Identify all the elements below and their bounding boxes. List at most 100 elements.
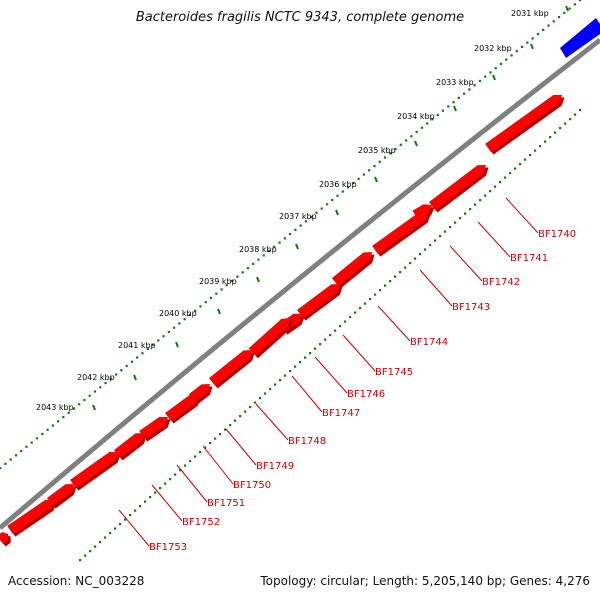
inner-ring-dot bbox=[474, 203, 477, 206]
outer-ring-dot bbox=[225, 284, 228, 287]
inner-ring-dot bbox=[134, 509, 137, 512]
outer-ring-dot bbox=[468, 88, 471, 91]
inner-ring-dot bbox=[99, 541, 102, 544]
outer-ring-dot bbox=[352, 181, 355, 185]
inner-ring-dot bbox=[269, 388, 272, 391]
outer-ring-dot bbox=[526, 41, 529, 44]
gene-arrow bbox=[429, 165, 486, 210]
inner-ring-dot bbox=[149, 496, 152, 499]
inner-ring-dot bbox=[94, 545, 97, 548]
inner-ring-dot bbox=[539, 145, 542, 148]
kbp-tick-mark bbox=[295, 243, 299, 250]
inner-ring-dot bbox=[224, 428, 227, 431]
outer-ring-dot bbox=[246, 267, 250, 270]
inner-ring-dot bbox=[344, 320, 347, 323]
inner-ring-dot bbox=[164, 482, 167, 485]
outer-ring-dot bbox=[315, 211, 318, 214]
outer-ring-dot bbox=[573, 3, 576, 6]
gene-leader-line bbox=[505, 197, 539, 234]
blue-feature bbox=[560, 18, 600, 58]
inner-ring-dot bbox=[189, 460, 192, 463]
kbp-tick-mark bbox=[92, 404, 96, 411]
outer-ring-dot bbox=[499, 62, 503, 66]
outer-ring-dot bbox=[67, 411, 70, 414]
inner-ring-dot bbox=[239, 415, 242, 418]
outer-ring-dot bbox=[88, 394, 91, 397]
inner-ring-dot bbox=[274, 383, 277, 386]
inner-ring-dot bbox=[114, 527, 117, 530]
gene-arrow bbox=[372, 212, 428, 255]
gene-label: BF1753 bbox=[149, 542, 187, 553]
outer-dotted-ring bbox=[0, 0, 582, 470]
outer-ring-dot bbox=[209, 296, 213, 300]
inner-ring-dot bbox=[324, 338, 327, 341]
inner-ring-dot bbox=[214, 437, 217, 440]
outer-ring-dot bbox=[283, 237, 286, 240]
kbp-tick-label: 2037 kbp bbox=[279, 212, 317, 221]
outer-ring-dot bbox=[51, 424, 54, 427]
inner-ring-dot bbox=[479, 199, 482, 202]
gene-leader-line bbox=[118, 509, 150, 547]
outer-ring-dot bbox=[99, 386, 102, 389]
gene-leader-line bbox=[255, 403, 289, 441]
inner-ring-dot bbox=[414, 257, 417, 260]
outer-ring-dot bbox=[167, 330, 170, 334]
inner-ring-dot bbox=[379, 289, 382, 292]
inner-ring-dot bbox=[399, 271, 402, 274]
inner-ring-dot bbox=[129, 514, 132, 517]
outer-ring-dot bbox=[62, 415, 65, 419]
outer-ring-dot bbox=[521, 45, 524, 48]
outer-ring-dot bbox=[478, 79, 482, 83]
outer-ring-dot bbox=[420, 126, 424, 129]
outer-ring-dot bbox=[83, 398, 86, 402]
inner-ring-dot bbox=[314, 347, 317, 350]
inner-ring-dot bbox=[519, 163, 522, 166]
gene-leader-line bbox=[477, 221, 511, 258]
inner-ring-dot bbox=[89, 550, 92, 553]
gene-arrow bbox=[139, 416, 168, 440]
outer-ring-dot bbox=[130, 360, 134, 363]
outer-ring-dot bbox=[299, 224, 302, 227]
outer-ring-dot bbox=[41, 432, 44, 436]
inner-ring-dot bbox=[554, 131, 557, 134]
kbp-tick-label: 2031 kbp bbox=[511, 9, 549, 18]
gene-arrow bbox=[113, 433, 144, 458]
inner-ring-dot bbox=[504, 176, 507, 179]
gene-leader-line bbox=[151, 484, 183, 522]
kbp-tick-mark bbox=[530, 43, 534, 50]
inner-ring-dot bbox=[489, 190, 492, 193]
outer-ring-dot bbox=[373, 164, 376, 168]
gene-arrow bbox=[7, 499, 54, 535]
inner-ring-dot bbox=[564, 122, 567, 125]
outer-ring-dot bbox=[151, 343, 155, 346]
outer-ring-dot bbox=[378, 160, 381, 163]
outer-ring-dot bbox=[204, 301, 207, 304]
gene-leader-line bbox=[314, 356, 348, 394]
gene-arrow bbox=[248, 318, 290, 356]
inner-ring-dot bbox=[454, 221, 457, 224]
kbp-tick-label: 2038 kbp bbox=[239, 245, 277, 254]
outer-ring-dot bbox=[336, 194, 339, 197]
gene-leader-line bbox=[225, 428, 257, 466]
inner-ring-dot bbox=[514, 167, 517, 170]
kbp-tick-label: 2040 kbp bbox=[159, 309, 197, 318]
blue-feature-block bbox=[560, 18, 600, 58]
kbp-tick-mark bbox=[133, 374, 137, 381]
outer-ring-dot bbox=[452, 101, 455, 104]
inner-ring-dot bbox=[264, 392, 267, 395]
outer-ring-dot bbox=[505, 58, 508, 61]
outer-ring-dot bbox=[267, 250, 271, 253]
inner-ring-dot bbox=[574, 113, 577, 116]
outer-ring-dot bbox=[194, 309, 197, 312]
inner-ring-dot bbox=[499, 181, 502, 184]
inner-ring-dot bbox=[349, 316, 352, 319]
outer-ring-dot bbox=[331, 198, 334, 202]
inner-ring-dot bbox=[439, 235, 442, 238]
kbp-tick-mark bbox=[565, 5, 569, 12]
gene-leader-line bbox=[291, 375, 323, 413]
gene-label: BF1749 bbox=[256, 461, 294, 472]
inner-ring-dot bbox=[299, 361, 302, 364]
outer-ring-dot bbox=[9, 458, 12, 461]
inner-ring-dot bbox=[124, 518, 127, 521]
inner-ring-dot bbox=[494, 185, 497, 188]
